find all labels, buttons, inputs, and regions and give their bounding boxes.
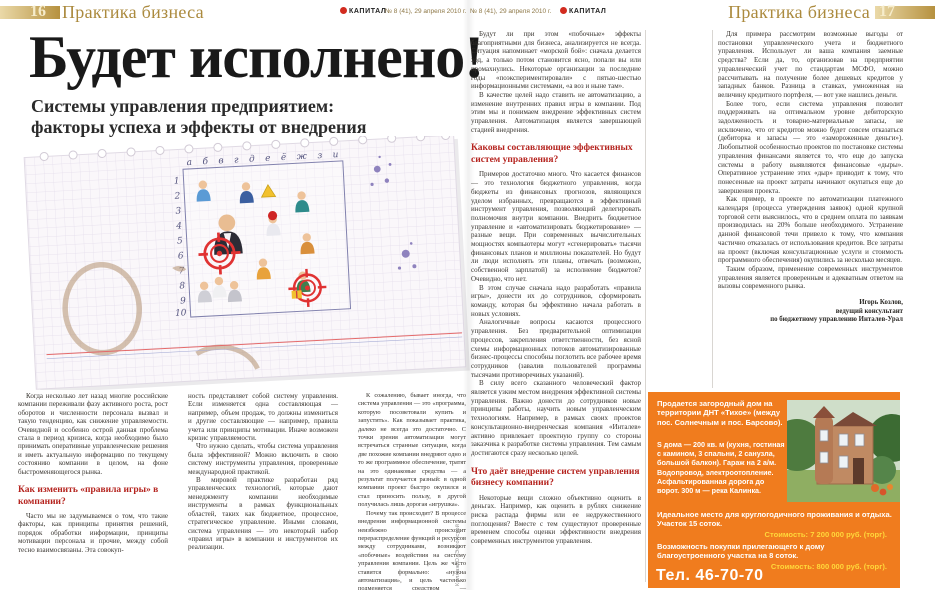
ink-splatter xyxy=(370,155,417,270)
grid-number: 6 xyxy=(178,251,185,261)
paragraph: Аналогичные вопросы касаются процессного… xyxy=(471,318,641,379)
subtitle: Системы управления предприятием: факторы… xyxy=(31,96,367,137)
right-page-header: № 8 (41), 29 апреля 2010 г. КАПИТАЛ Прак… xyxy=(467,0,935,26)
paragraph: Некоторые вещи сложно объективно оценить… xyxy=(471,493,641,546)
section-title-right: Практика бизнеса xyxy=(728,2,870,22)
ad-benefit: Идеальное место для круглогодичного прож… xyxy=(657,510,892,529)
kapital-logo-left: КАПИТАЛ xyxy=(340,7,386,15)
grid-number: 1 xyxy=(174,176,180,186)
left-page-header: 16 Практика бизнеса КАПИТАЛ № 8 (41), 29… xyxy=(0,0,467,26)
paragraph: ность представляет собой систему управле… xyxy=(188,392,338,443)
article-column-b: Для примера рассмотрим возможные выгоды … xyxy=(718,30,903,325)
column-rule xyxy=(645,30,646,582)
author-title: ведущий консультант xyxy=(835,307,903,315)
paragraph: Будут ли при этом «побочные» эффекты бла… xyxy=(471,30,641,91)
ad-details: S дома — 200 кв. м (кухня, гостиная с ка… xyxy=(657,440,785,496)
notebook-sheet: а б в г д е ё ж з и 1 2 3 4 5 6 7 8 9 10 xyxy=(23,136,470,390)
issue-info-right: № 8 (41), 29 апреля 2010 г. xyxy=(470,8,552,15)
house-ad: Продается загородный дом на территории Д… xyxy=(648,392,900,588)
column-rule xyxy=(712,30,713,388)
torn-edge xyxy=(39,136,451,162)
paragraph: Часто мы не задумываемся о том, что таки… xyxy=(18,512,168,554)
battleship-grid: а б в г д е ё ж з и 1 2 3 4 5 6 7 8 9 10 xyxy=(173,149,352,319)
paragraph: В качестве целей надо ставить не автомат… xyxy=(471,90,641,134)
author-name: Игорь Козлов, xyxy=(859,299,903,307)
article-column-1: Когда несколько лет назад многие российс… xyxy=(18,392,168,554)
column-heading-components: Каковы составляющие эффективных систем у… xyxy=(471,143,633,165)
photo-credit: Коллаж О. Эстонской xyxy=(455,523,461,586)
paragraph: Более того, если система управления позв… xyxy=(718,99,903,195)
red-cap-icon xyxy=(267,211,278,221)
paragraph: В мировой практике разработан ряд управл… xyxy=(188,476,338,552)
person-icon-target xyxy=(286,266,329,310)
kapital-logo-icon xyxy=(340,7,347,14)
ad-price-2: Стоимость: 800 000 руб. (торг). xyxy=(770,562,887,571)
article-column-a: Будут ли при этом «побочные» эффекты бла… xyxy=(471,30,641,546)
gold-bar-left xyxy=(0,6,60,19)
coffee-stain xyxy=(62,261,260,370)
grid-number: 8 xyxy=(179,281,186,291)
article-column-3: К сожалению, бывает иногда, что система … xyxy=(358,392,466,590)
grid-number: 10 xyxy=(175,308,187,319)
margin-line-blue xyxy=(46,336,463,359)
illustration-battleship-notebook: а б в г д е ё ж з и 1 2 3 4 5 6 7 8 9 10 xyxy=(23,136,470,390)
headline: Будет исполнено! xyxy=(29,24,484,90)
article-column-2: ность представляет собой систему управле… xyxy=(188,392,338,552)
ad-extra: Возможность покупки прилегающего к дому … xyxy=(657,542,825,561)
paragraph: В силу всего сказанного человеческий фак… xyxy=(471,379,641,457)
ad-phone: Тел. 46-70-70 xyxy=(656,567,764,584)
ad-price-1: Стоимость: 7 200 000 руб. (торг). xyxy=(764,530,887,539)
gold-bar-right xyxy=(875,6,935,19)
grid-number: 5 xyxy=(177,236,184,246)
house-photo xyxy=(787,400,900,502)
kapital-logo-text: КАПИТАЛ xyxy=(349,8,387,15)
paragraph: Примеров достаточно много. Что касается … xyxy=(471,170,641,283)
paragraph: К сожалению, бывает иногда, что система … xyxy=(358,392,466,509)
page-number-left: 16 xyxy=(30,3,46,20)
person-icon-target xyxy=(196,214,243,277)
grid-number: 2 xyxy=(173,191,181,201)
page-number-right: 17 xyxy=(879,3,895,20)
column-heading-benefits: Что даёт внедрение систем управления биз… xyxy=(471,466,640,489)
page-fold-shadow xyxy=(463,0,475,590)
paragraph: Как пример, в проекте по автоматизации п… xyxy=(718,195,903,265)
kapital-logo-right: КАПИТАЛ xyxy=(560,7,606,15)
pyramid-icon xyxy=(260,184,277,198)
column-heading-rules: Как изменить «правила игры» в компании? xyxy=(18,485,159,507)
paragraph: Для примера рассмотрим возможные выгоды … xyxy=(718,30,903,99)
author-title: по бюджетному управлению Инталев-Урал xyxy=(770,316,903,324)
person-icon xyxy=(238,181,277,204)
author-bio: Игорь Козлов, ведущий консультант по бюд… xyxy=(718,299,903,325)
margin-line xyxy=(46,332,462,356)
grid-number: 4 xyxy=(175,221,183,231)
kapital-logo-text: КАПИТАЛ xyxy=(569,8,607,15)
person-icon xyxy=(265,211,281,236)
paragraph: Почему так происходит? В процессе внедре… xyxy=(358,509,466,590)
section-title-left: Практика бизнеса xyxy=(62,2,204,22)
ad-intro: Продается загородный дом на территории Д… xyxy=(657,399,783,427)
paragraph: Когда несколько лет назад многие российс… xyxy=(18,392,168,476)
grid-number: 9 xyxy=(180,296,187,306)
issue-info-left: № 8 (41), 29 апреля 2010 г. xyxy=(385,8,467,15)
paragraph: Что нужно сделать, чтобы система управле… xyxy=(188,442,338,476)
grid-number: 3 xyxy=(175,206,182,216)
paragraph: В этом случае сначала надо разработать «… xyxy=(471,283,641,318)
paragraph: Таким образом, применение современных ин… xyxy=(718,264,903,291)
kapital-logo-icon xyxy=(560,7,567,14)
